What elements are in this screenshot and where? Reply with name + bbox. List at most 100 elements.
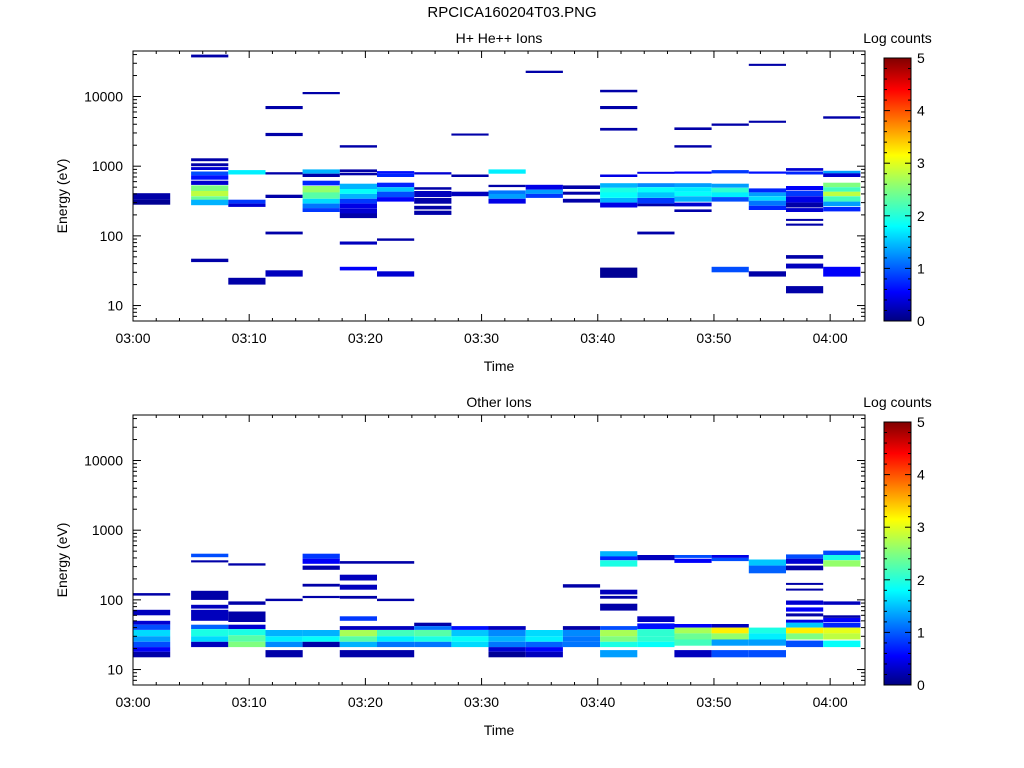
heatmap-cell [133,641,171,648]
heatmap-cell [637,192,675,198]
heatmap-cell [339,650,377,658]
heatmap-cell [748,200,786,206]
heatmap-cell [191,171,229,176]
heatmap-cell [711,627,749,634]
heatmap-cell [748,192,786,197]
heatmap-cell [377,187,415,192]
heatmap-cell [786,168,824,171]
heatmap-cell [451,641,489,648]
heatmap-cell [133,620,171,625]
heatmap-cell [339,145,377,148]
y-tick-label: 10 [107,298,123,314]
heatmap-cell [302,565,340,570]
heatmap-cell [525,189,563,194]
heatmap-cell [823,201,861,207]
heatmap-cell [191,624,229,630]
heatmap-cell [600,192,638,198]
heatmap-cell [823,560,861,567]
heatmap-cell [823,170,861,174]
heatmap-cell [414,172,452,175]
colorbar [883,57,912,322]
heatmap-cell [133,636,171,642]
heatmap-cell [377,182,415,188]
heatmap-cell [339,193,377,199]
x-tick-label: 04:00 [813,694,848,710]
colorbar-tick-label: 2 [917,572,925,588]
heatmap-cell [786,218,824,221]
heatmap-cell [488,198,526,204]
heatmap-cell [191,560,229,563]
x-axis-label: Time [484,358,515,374]
colorbar-tick-label: 2 [917,208,925,224]
heatmap-cell [711,187,749,193]
heatmap-cell [600,630,638,637]
heatmap-cell [191,180,229,185]
heatmap-cell [339,183,377,189]
heatmap-cell [488,626,526,630]
heatmap-cell [674,555,712,558]
heatmap-cell [377,197,415,202]
heatmap-cell [265,641,303,648]
heatmap-cell [414,205,452,210]
heatmap-cell [228,203,266,207]
heatmap-cell [600,626,638,630]
heatmap-cell [786,223,824,226]
x-tick-label: 03:10 [232,694,267,710]
heatmap-cell [525,647,563,652]
heatmap-cell [748,627,786,634]
heatmap-cell [133,630,171,637]
heatmap-cell [711,170,749,174]
heatmap-cell [786,196,824,203]
colorbar-tick-label: 5 [917,50,925,66]
heatmap-cell [414,191,452,198]
heatmap-cell [339,595,377,599]
heatmap-cell [600,202,638,208]
heatmap-cell [786,255,824,259]
heatmap-cell [339,266,377,271]
heatmap-cell [786,640,824,648]
heatmap-cell [339,189,377,194]
heatmap-cell [786,622,824,628]
heatmap-cell [339,616,377,621]
heatmap-cell [600,551,638,557]
heatmap-cell [133,624,171,630]
heatmap-cell [562,198,601,203]
heatmap-cell [228,624,266,630]
heatmap-cell [711,555,749,558]
heatmap-cell [600,603,638,611]
heatmap-cell [674,624,712,628]
heatmap-cell [674,209,712,212]
heatmap-cell [711,183,749,188]
x-axis-label: Time [484,722,515,738]
heatmap-cell [191,54,229,58]
heatmap-cell [748,559,786,566]
heatmap-cell [377,650,415,658]
heatmap-cell [228,277,266,285]
heatmap-cell [339,172,377,176]
heatmap-cell [823,555,861,561]
heatmap-cell [302,641,340,648]
heatmap-cell [265,630,303,637]
heatmap-cell [562,185,601,189]
heatmap-cell [748,63,786,66]
x-tick-label: 03:40 [580,330,615,346]
heatmap-cell [302,553,340,559]
heatmap-cell [302,92,340,95]
heatmap-cell [637,623,675,630]
heatmap-cell [600,127,638,131]
heatmap-cell [637,641,675,648]
y-tick-label: 1000 [92,522,123,538]
x-tick-label: 03:20 [348,694,383,710]
colorbar-tick-label: 4 [917,103,925,119]
heatmap-cell [414,636,452,642]
heatmap-cell [674,145,712,148]
heatmap-cell [674,127,712,130]
heatmap-cell [339,169,377,173]
heatmap-cell [302,595,340,599]
heatmap-cell [823,640,861,648]
colorbar-tick-label: 4 [917,467,925,483]
heatmap-cell [302,203,340,209]
heatmap-cell [191,175,229,180]
y-axis-label: Energy (eV) [54,159,70,234]
